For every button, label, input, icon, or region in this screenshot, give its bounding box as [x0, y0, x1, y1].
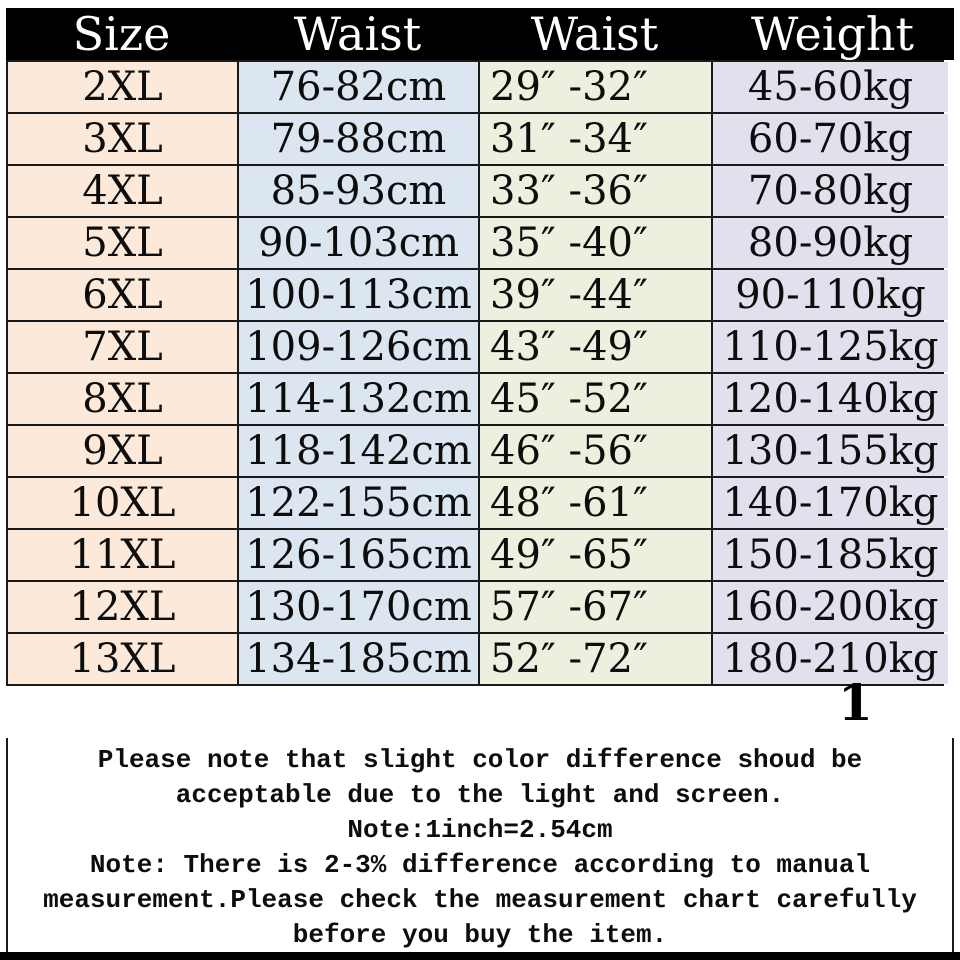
waist-cm-cell: 114-132cm [239, 374, 478, 424]
size-cell: 3XL [8, 114, 237, 164]
waist-cm-cell: 76-82cm [239, 62, 478, 112]
note-line: acceptable due to the light and screen. [175, 780, 785, 810]
weight-cell: 60-70kg [713, 114, 948, 164]
weight-cell: 45-60kg [713, 62, 948, 112]
weight-cell: 70-80kg [713, 166, 948, 216]
column-header-waist-inch: Waist [530, 7, 659, 61]
size-cell: 13XL [8, 634, 237, 684]
note-line: Note: There is 2-3% difference according… [89, 850, 871, 880]
waist-cm-cell: 90-103cm [239, 218, 478, 268]
table-body: 2XL 76-82cm 29″ -32″ 45-60kg 3XL 79-88cm… [6, 60, 948, 686]
weight-cell: 160-200kg [713, 582, 948, 632]
waist-cm-cell: 100-113cm [239, 270, 478, 320]
waist-inch-cell: 35″ -40″ [480, 218, 711, 268]
size-cell: 9XL [8, 426, 237, 476]
waist-cm-cell: 126-165cm [239, 530, 478, 580]
waist-inch-cell: 31″ -34″ [480, 114, 711, 164]
waist-inch-cell: 52″ -72″ [480, 634, 711, 684]
waist-inch-cell: 29″ -32″ [480, 62, 711, 112]
size-cell: 11XL [8, 530, 237, 580]
waist-cm-cell: 79-88cm [239, 114, 478, 164]
column-header-size: Size [72, 7, 171, 61]
waist-cm-cell: 134-185cm [239, 634, 478, 684]
weight-cell: 110-125kg [713, 322, 948, 372]
waist-inch-cell: 57″ -67″ [480, 582, 711, 632]
waist-cm-cell: 118-142cm [239, 426, 478, 476]
column-header-weight: Weight [750, 7, 915, 61]
weight-cell: 80-90kg [713, 218, 948, 268]
waist-inch-cell: 46″ -56″ [480, 426, 711, 476]
waist-cm-cell: 122-155cm [239, 478, 478, 528]
notes-section: Please note that slight color difference… [6, 738, 954, 952]
note-line: before you buy the item. [292, 920, 668, 950]
waist-cm-cell: 130-170cm [239, 582, 478, 632]
column-header-waist-cm: Waist [293, 7, 422, 61]
waist-inch-cell: 33″ -36″ [480, 166, 711, 216]
weight-cell: 180-210kg [713, 634, 948, 684]
size-table: Size Waist Waist Weight 2XL 76-82cm 29″ … [6, 8, 954, 686]
size-cell: 2XL [8, 62, 237, 112]
stray-digit-artifact: 1 [838, 673, 873, 732]
table-header-row: Size Waist Waist Weight [6, 8, 954, 60]
note-line: Note:1inch=2.54cm [347, 815, 613, 845]
waist-inch-cell: 39″ -44″ [480, 270, 711, 320]
size-cell: 4XL [8, 166, 237, 216]
size-cell: 8XL [8, 374, 237, 424]
size-cell: 5XL [8, 218, 237, 268]
size-cell: 6XL [8, 270, 237, 320]
size-cell: 10XL [8, 478, 237, 528]
weight-cell: 140-170kg [713, 478, 948, 528]
waist-inch-cell: 43″ -49″ [480, 322, 711, 372]
weight-cell: 130-155kg [713, 426, 948, 476]
waist-inch-cell: 49″ -65″ [480, 530, 711, 580]
weight-cell: 150-185kg [713, 530, 948, 580]
note-line: Please note that slight color difference… [97, 745, 863, 775]
waist-inch-cell: 45″ -52″ [480, 374, 711, 424]
size-cell: 7XL [8, 322, 237, 372]
bottom-border-bar [0, 952, 960, 960]
waist-cm-cell: 109-126cm [239, 322, 478, 372]
size-cell: 12XL [8, 582, 237, 632]
waist-inch-cell: 48″ -61″ [480, 478, 711, 528]
note-line: measurement.Please check the measurement… [43, 885, 917, 915]
waist-cm-cell: 85-93cm [239, 166, 478, 216]
weight-cell: 120-140kg [713, 374, 948, 424]
weight-cell: 90-110kg [713, 270, 948, 320]
